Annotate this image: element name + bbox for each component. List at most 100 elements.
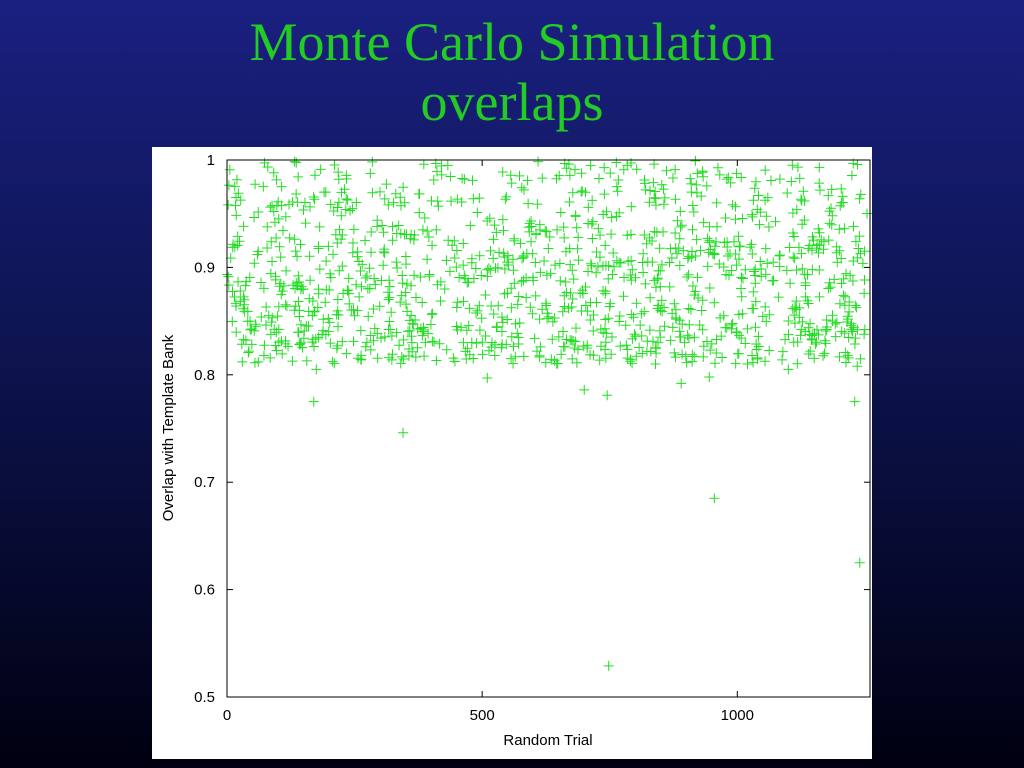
- data-point: [626, 255, 637, 266]
- data-point: [514, 170, 525, 181]
- data-point: [704, 235, 715, 246]
- data-point: [599, 162, 610, 173]
- data-point: [352, 251, 363, 262]
- data-point: [600, 286, 611, 297]
- data-point: [398, 354, 409, 365]
- data-point: [585, 258, 596, 269]
- data-point: [252, 249, 263, 260]
- data-point: [676, 378, 687, 389]
- data-point: [832, 257, 843, 268]
- data-point: [249, 212, 260, 223]
- data-point: [505, 170, 516, 181]
- data-point: [651, 227, 662, 238]
- data-point: [394, 340, 405, 351]
- data-point: [409, 270, 420, 281]
- data-point: [271, 345, 282, 356]
- data-point: [258, 283, 269, 294]
- x-tick-label: 0: [223, 707, 231, 724]
- data-point: [535, 341, 546, 352]
- data-point: [622, 353, 633, 364]
- data-point: [852, 324, 863, 335]
- data-point: [682, 271, 693, 282]
- data-point: [488, 234, 499, 245]
- data-point: [611, 211, 622, 222]
- data-point: [639, 229, 650, 240]
- data-point: [396, 351, 407, 362]
- data-point: [578, 341, 589, 352]
- data-point: [521, 272, 532, 283]
- data-point: [703, 247, 714, 258]
- y-tick-label: 1: [207, 152, 215, 169]
- data-point: [268, 167, 279, 178]
- data-point: [510, 318, 521, 329]
- data-point: [514, 318, 525, 329]
- data-point: [500, 194, 511, 205]
- data-point: [289, 156, 300, 167]
- data-point: [352, 305, 363, 316]
- data-point: [375, 186, 386, 197]
- data-point: [291, 157, 302, 168]
- data-point: [709, 493, 720, 504]
- data-point: [386, 307, 397, 318]
- data-point: [606, 349, 617, 360]
- data-point: [399, 197, 410, 208]
- data-point: [333, 167, 344, 178]
- data-point: [271, 327, 282, 338]
- data-point: [698, 171, 709, 182]
- data-point: [834, 224, 845, 235]
- data-point: [232, 240, 243, 251]
- data-point: [736, 291, 747, 302]
- data-point: [552, 358, 563, 369]
- data-point: [277, 348, 288, 359]
- data-point: [843, 352, 854, 363]
- data-point: [266, 236, 277, 247]
- data-point: [333, 310, 344, 321]
- data-point: [747, 248, 758, 259]
- data-point: [691, 234, 702, 245]
- data-point: [651, 343, 662, 354]
- data-point: [303, 321, 314, 332]
- data-point: [496, 312, 507, 323]
- data-point: [803, 348, 814, 359]
- data-point: [518, 275, 529, 286]
- data-point: [491, 322, 502, 333]
- data-point: [748, 286, 759, 297]
- data-point: [295, 239, 306, 250]
- data-point: [273, 337, 284, 348]
- data-point: [805, 318, 816, 329]
- data-point: [291, 189, 302, 200]
- data-point: [585, 314, 596, 325]
- data-point: [605, 298, 616, 309]
- data-point: [342, 194, 353, 205]
- data-point: [461, 325, 472, 336]
- x-ticks: 0 500 1000: [223, 160, 754, 724]
- data-point: [280, 338, 291, 349]
- data-point: [764, 345, 775, 356]
- data-point: [403, 350, 414, 361]
- data-point: [587, 216, 598, 227]
- data-point: [433, 201, 444, 212]
- data-point: [792, 162, 803, 173]
- data-point: [530, 257, 541, 268]
- data-point: [328, 249, 339, 260]
- data-point: [365, 344, 376, 355]
- data-point: [684, 319, 695, 330]
- data-point: [614, 311, 625, 322]
- data-point: [609, 261, 620, 272]
- data-point: [258, 350, 269, 361]
- data-point: [636, 330, 647, 341]
- data-point: [318, 314, 329, 325]
- data-point: [659, 192, 670, 203]
- data-point: [827, 316, 838, 327]
- data-point: [494, 247, 505, 258]
- data-point: [599, 189, 610, 200]
- data-point: [802, 295, 813, 306]
- data-point: [586, 260, 597, 271]
- data-point: [721, 269, 732, 280]
- data-point: [559, 232, 570, 243]
- data-point: [547, 334, 558, 345]
- data-point: [791, 296, 802, 307]
- data-point: [614, 316, 625, 327]
- data-point: [823, 190, 834, 201]
- data-point: [325, 272, 336, 283]
